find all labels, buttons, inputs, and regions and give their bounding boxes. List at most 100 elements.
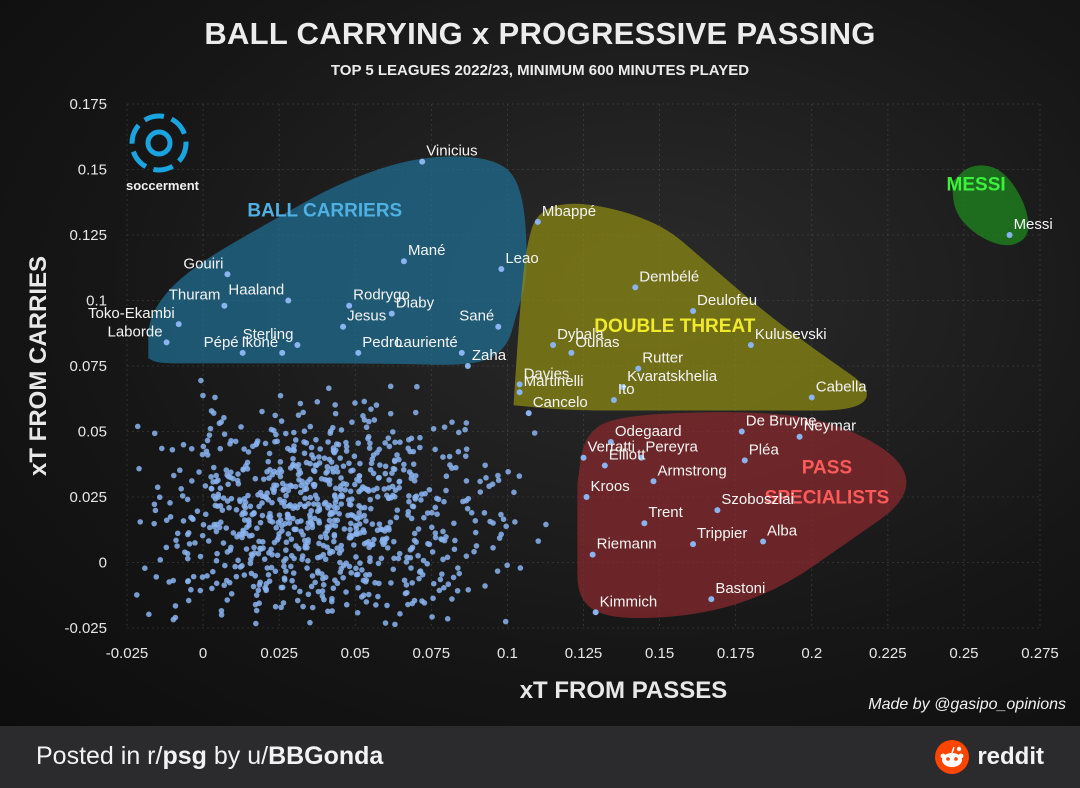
chart-subtitle: TOP 5 LEAGUES 2022/23, MINIMUM 600 MINUT… <box>330 62 750 79</box>
data-point <box>259 408 265 415</box>
data-point <box>357 460 363 467</box>
data-point <box>204 573 210 579</box>
data-point <box>268 564 275 571</box>
data-point <box>309 452 315 458</box>
data-point <box>449 596 455 602</box>
data-point <box>354 531 361 537</box>
player-point <box>224 271 231 278</box>
data-point <box>281 577 288 583</box>
data-point <box>247 503 254 510</box>
data-point <box>317 534 324 540</box>
user-link[interactable]: BBGonda <box>268 742 384 770</box>
data-point <box>174 543 180 549</box>
data-point <box>146 611 152 618</box>
data-point <box>200 521 207 528</box>
data-point <box>329 608 335 614</box>
data-point <box>245 449 252 455</box>
data-point <box>313 436 319 443</box>
data-point <box>241 517 248 523</box>
data-point <box>444 615 451 622</box>
data-point <box>220 495 227 501</box>
data-point <box>494 568 501 574</box>
data-point <box>291 526 298 532</box>
data-point <box>420 557 427 564</box>
player-point <box>635 365 642 372</box>
data-point <box>212 496 219 502</box>
data-point <box>307 494 314 501</box>
data-point <box>335 441 342 448</box>
data-point <box>332 485 339 492</box>
data-point <box>304 479 311 485</box>
y-tick-label: 0.175 <box>69 96 107 113</box>
data-point <box>359 567 365 573</box>
player-label: Odegaard <box>615 423 682 440</box>
data-point <box>257 519 264 526</box>
data-point <box>185 578 192 584</box>
data-point <box>373 402 380 408</box>
data-point <box>353 554 359 560</box>
data-point <box>278 604 284 611</box>
data-point <box>422 490 428 497</box>
x-tick-label: 0.1 <box>497 645 518 662</box>
data-point <box>436 587 443 594</box>
data-point <box>232 438 239 445</box>
data-point <box>142 565 148 571</box>
data-point <box>495 477 502 484</box>
data-point <box>446 453 453 460</box>
data-point <box>333 464 340 470</box>
data-point <box>178 486 185 492</box>
data-point <box>230 530 237 536</box>
data-point <box>430 580 437 587</box>
data-point <box>395 555 402 562</box>
data-point <box>363 424 370 431</box>
data-point <box>217 503 224 509</box>
data-point <box>463 420 470 426</box>
data-point <box>167 514 174 520</box>
player-point <box>175 321 182 328</box>
data-point <box>384 602 390 609</box>
player-label: Kulusevski <box>755 326 827 343</box>
data-point <box>405 436 412 443</box>
y-tick-label: -0.025 <box>64 620 107 637</box>
data-point <box>324 463 331 470</box>
player-point <box>568 349 575 356</box>
data-point <box>260 476 267 482</box>
data-point <box>361 512 368 519</box>
reddit-alien-icon <box>935 740 970 774</box>
data-point <box>360 413 366 419</box>
data-point <box>172 614 179 621</box>
data-point <box>235 557 241 564</box>
data-point <box>247 560 254 567</box>
data-point <box>363 572 369 578</box>
data-point <box>267 466 273 473</box>
data-point <box>361 504 368 511</box>
data-point <box>419 598 425 604</box>
data-point <box>245 492 251 499</box>
data-point <box>406 498 412 505</box>
chart-title: BALL CARRYING x PROGRESSIVE PASSING <box>204 16 876 51</box>
data-point <box>322 530 329 537</box>
data-point <box>338 501 345 507</box>
player-label: Mané <box>408 242 446 259</box>
data-point <box>324 468 331 475</box>
data-point <box>349 533 355 539</box>
data-point <box>280 487 287 493</box>
data-point <box>321 596 327 603</box>
data-point <box>134 423 141 430</box>
data-point <box>330 469 337 475</box>
data-point <box>274 552 281 559</box>
data-point <box>180 518 187 524</box>
reddit-brand[interactable]: reddit <box>935 740 1044 774</box>
data-point <box>366 591 372 598</box>
data-point <box>208 474 214 480</box>
data-point <box>429 614 435 620</box>
player-label: Riemann <box>597 536 657 553</box>
reddit-wordmark: reddit <box>977 743 1044 770</box>
data-point <box>196 469 202 475</box>
data-point <box>451 546 458 553</box>
data-point <box>495 472 501 479</box>
subreddit-link[interactable]: psg <box>162 742 207 770</box>
player-point <box>388 310 395 317</box>
soccerment-logo-icon <box>129 113 189 173</box>
data-point <box>396 456 402 463</box>
